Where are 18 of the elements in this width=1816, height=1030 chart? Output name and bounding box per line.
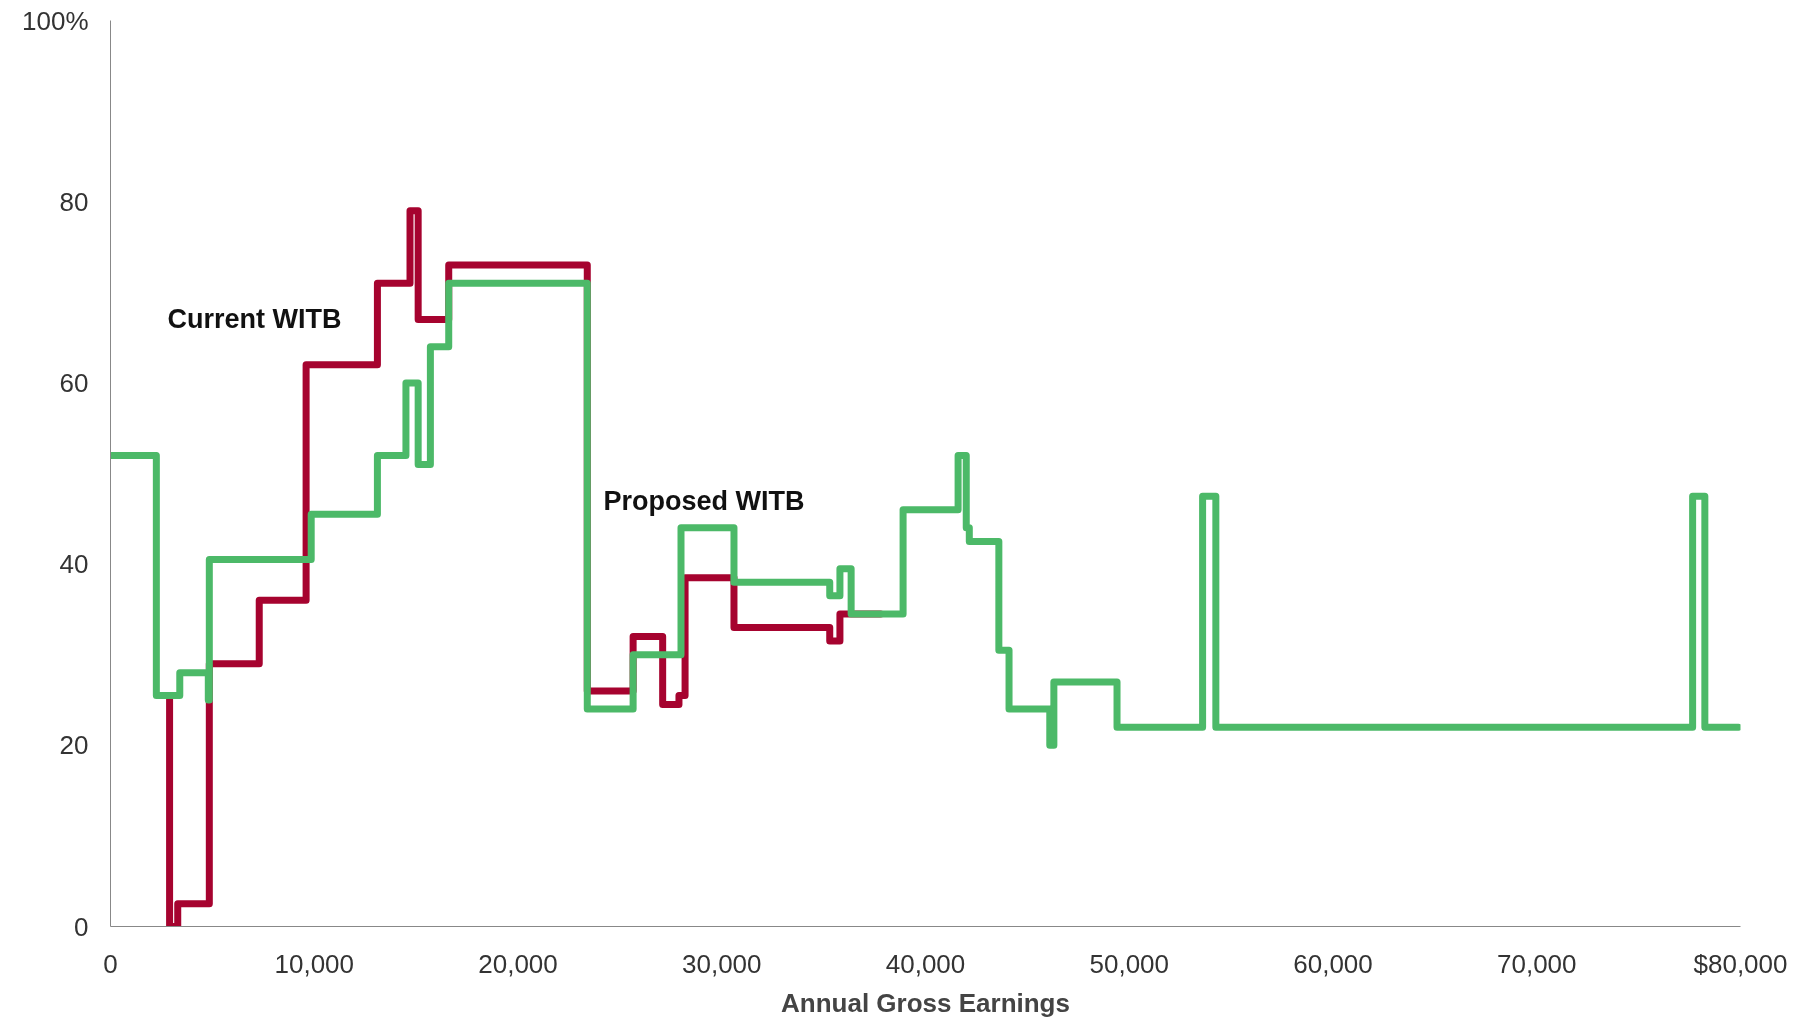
x-tick-label: 40,000 bbox=[885, 948, 966, 979]
x-axis-title: Annual Gross Earnings bbox=[781, 987, 1070, 1018]
x-tick-label: 70,000 bbox=[1496, 948, 1577, 979]
x-tick-label: 30,000 bbox=[681, 948, 762, 979]
series-label: Proposed WITB bbox=[603, 485, 805, 516]
y-tick-label: 100% bbox=[22, 5, 89, 36]
y-tick-label: 80 bbox=[59, 186, 89, 217]
x-tick-label: $80,000 bbox=[1693, 948, 1788, 979]
x-tick-label: 10,000 bbox=[274, 948, 355, 979]
y-tick-label: 0 bbox=[74, 911, 89, 942]
y-tick-label: 40 bbox=[59, 549, 89, 580]
series-label: Current WITB bbox=[167, 304, 342, 335]
x-tick-label: 50,000 bbox=[1089, 948, 1170, 979]
x-tick-label: 20,000 bbox=[478, 948, 558, 979]
x-tick-label: 0 bbox=[103, 948, 118, 979]
x-tick-label: 60,000 bbox=[1293, 948, 1373, 979]
y-tick-label: 60 bbox=[59, 367, 89, 398]
y-tick-label: 20 bbox=[59, 730, 89, 761]
